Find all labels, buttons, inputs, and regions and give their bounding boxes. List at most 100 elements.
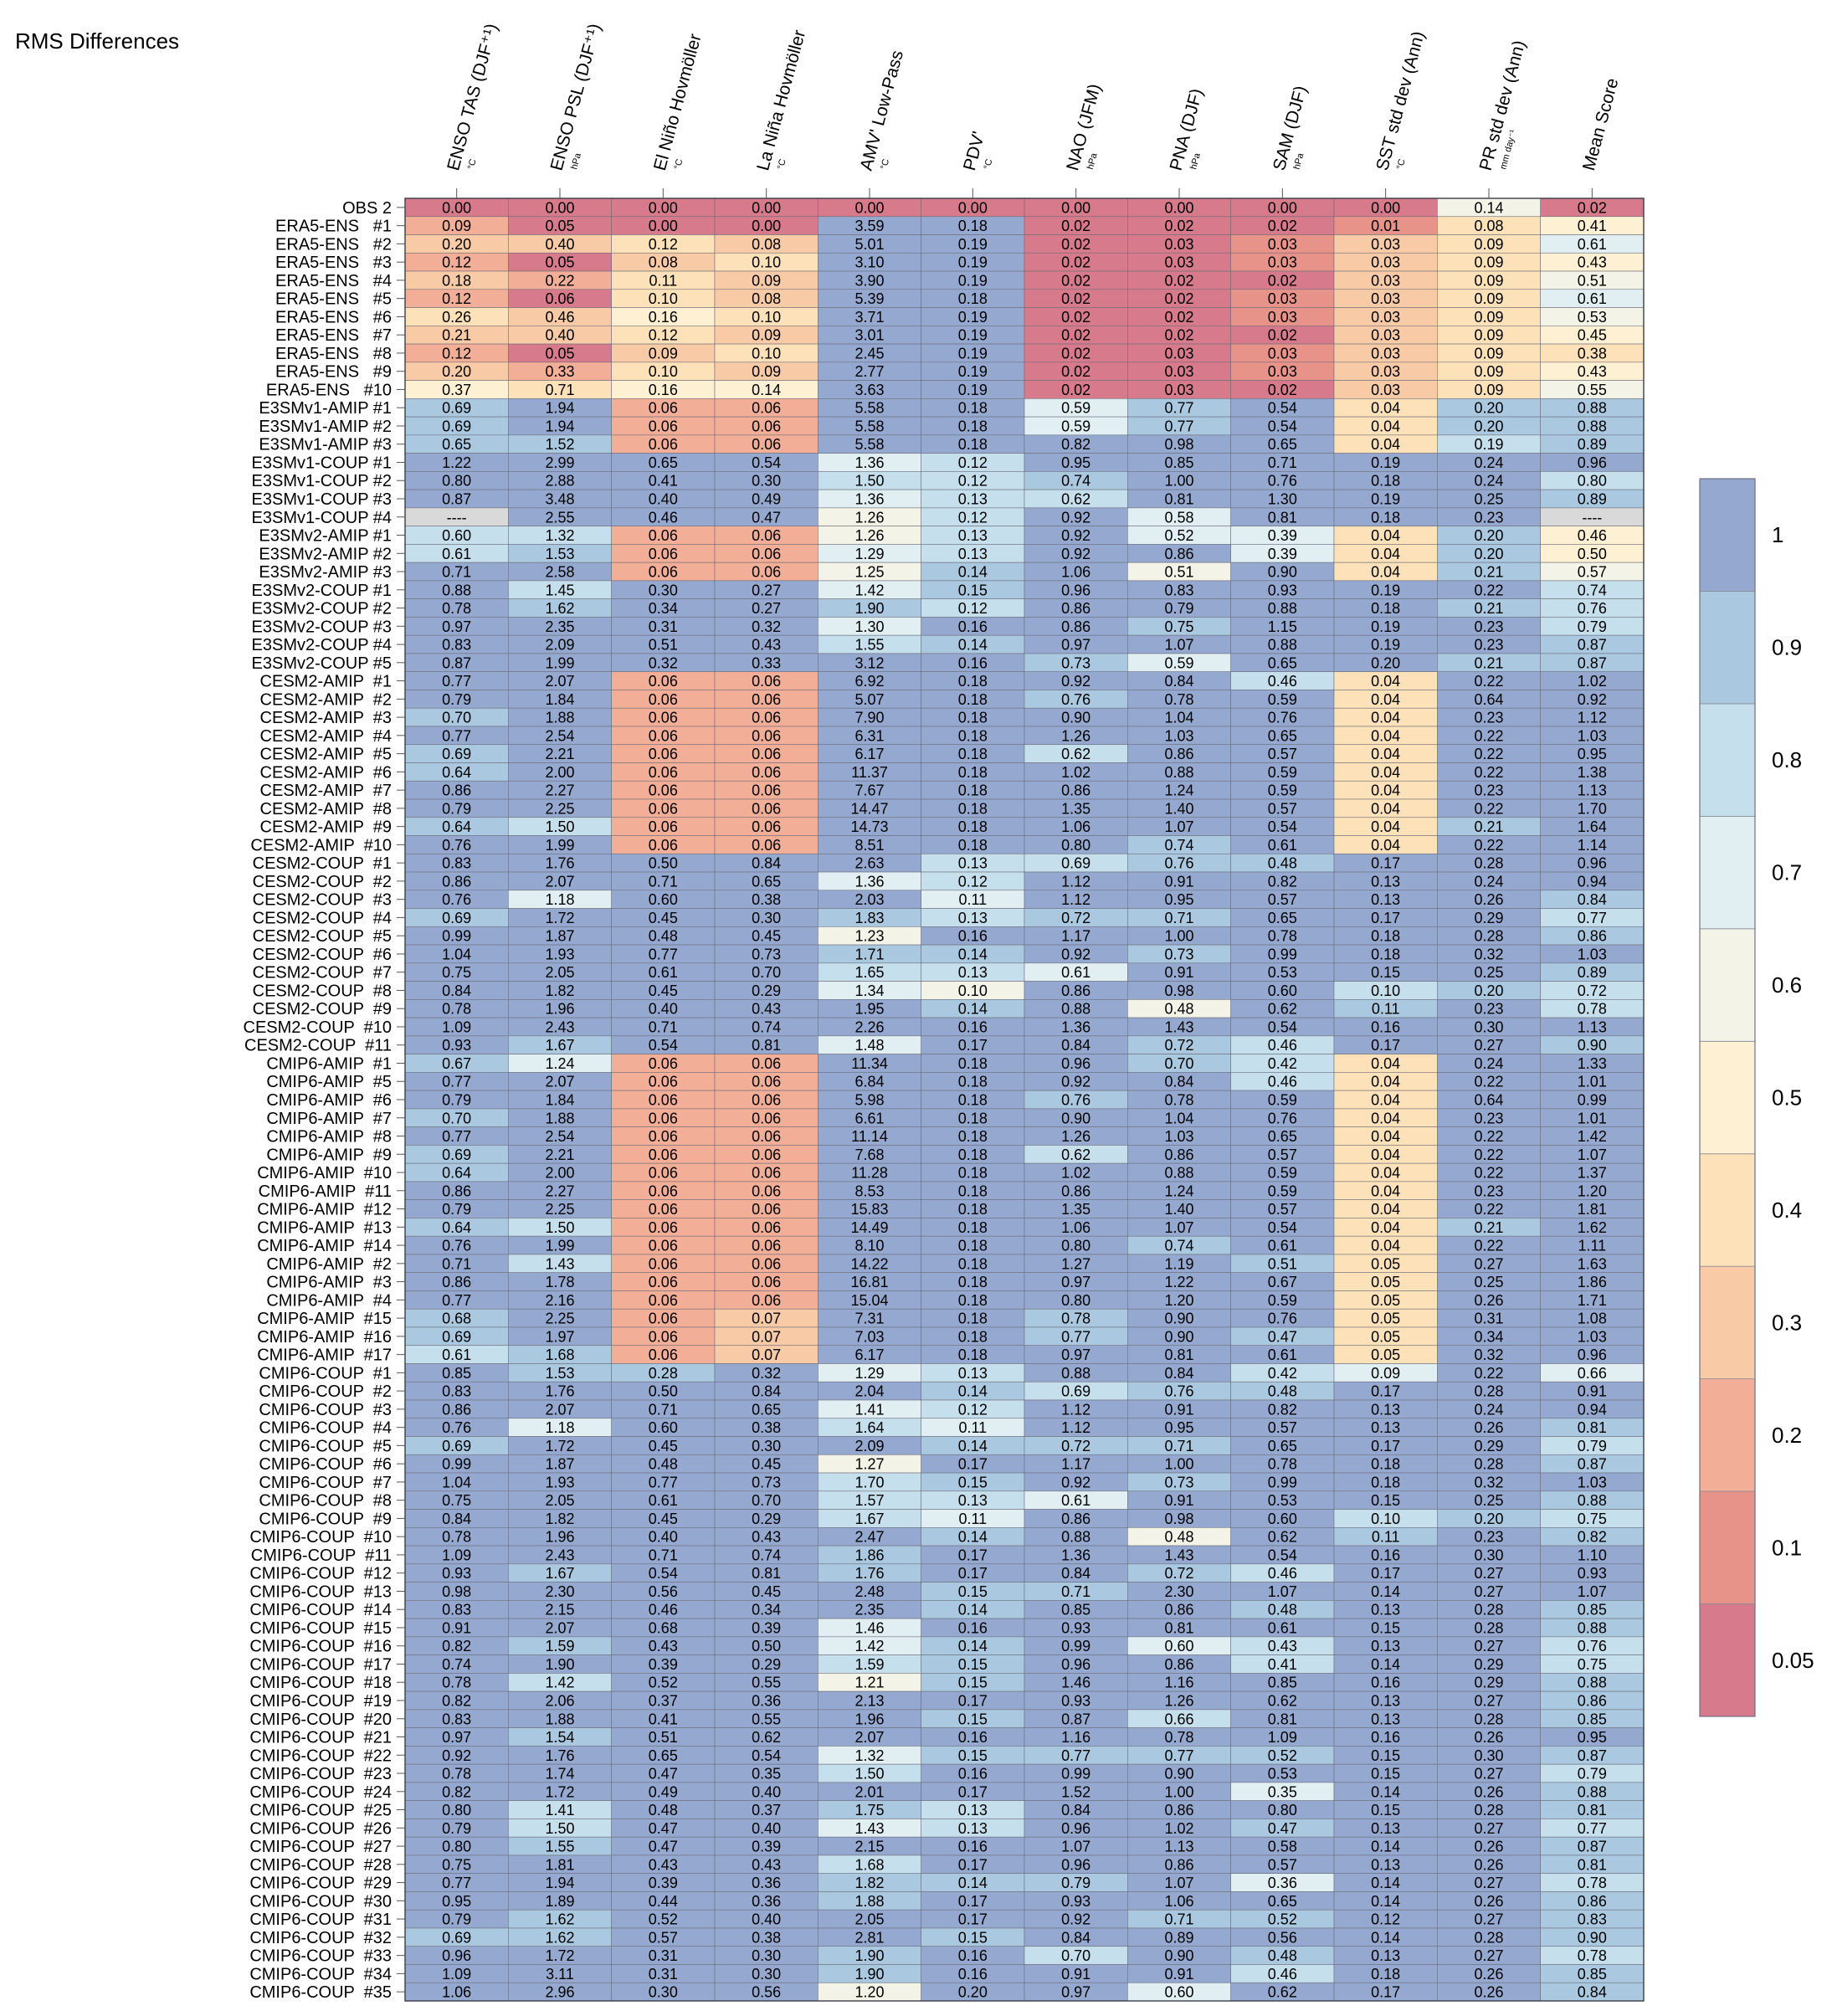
cell-value-label: 0.57 — [649, 1929, 678, 1946]
cell-value-label: 0.31 — [649, 618, 678, 635]
cell-value-label: 2.35 — [854, 1602, 884, 1618]
cell-value-label: 1.12 — [1061, 1401, 1090, 1418]
row-label: CMIP6-COUP #23 — [249, 1765, 392, 1783]
cell-value-label: 0.43 — [752, 1529, 781, 1546]
cell-value-label: 0.06 — [752, 764, 781, 781]
cell-value-label: 1.90 — [854, 1947, 884, 1964]
cell-value-label: 0.04 — [1371, 1110, 1400, 1126]
cell-value-label: 0.06 — [649, 837, 678, 854]
cell-value-label: 0.89 — [1164, 1929, 1193, 1946]
cell-value-label: 0.21 — [442, 327, 471, 344]
cell-value-label: 0.71 — [442, 1255, 471, 1272]
cell-value-label: 0.79 — [442, 1092, 471, 1109]
cell-value-label: 0.14 — [958, 946, 988, 962]
row-label: ERA5-ENS #7 — [275, 326, 392, 345]
cell-value-label: 0.09 — [1474, 382, 1503, 398]
cell-value-label: 0.71 — [1164, 910, 1193, 926]
cell-value-label: 0.74 — [1061, 473, 1090, 490]
cell-value-label: 7.31 — [854, 1311, 884, 1327]
row-label: CMIP6-AMIP #7 — [266, 1110, 392, 1128]
cell-value-label: 1.12 — [1061, 873, 1090, 890]
cell-value-label: 0.72 — [1578, 982, 1607, 999]
cell-value-label: 0.76 — [1578, 600, 1607, 617]
cell-value-label: 0.03 — [1371, 363, 1400, 380]
cell-value-label: 0.71 — [1164, 1438, 1193, 1454]
cell-value-label: 0.10 — [1371, 1511, 1400, 1527]
cell-value-label: 0.84 — [1061, 1565, 1090, 1582]
cell-value-label: 1.10 — [1578, 1547, 1607, 1563]
cell-value-label: 0.90 — [1578, 1037, 1607, 1054]
cell-value-label: 0.29 — [1474, 1656, 1503, 1673]
cell-value-label: 0.03 — [1268, 363, 1297, 380]
cell-value-label: 0.81 — [1578, 1419, 1607, 1436]
cell-value-label: 0.16 — [958, 1729, 988, 1746]
cell-value-label: 0.38 — [1578, 345, 1607, 362]
cell-value-label: 0.16 — [958, 928, 988, 945]
row-label: CMIP6-COUP #29 — [249, 1875, 392, 1893]
cell-value-label: 0.97 — [1061, 1274, 1090, 1290]
cell-value-label: 0.64 — [1474, 691, 1503, 708]
cell-value-label: 0.73 — [1061, 654, 1090, 671]
cell-value-label: 0.14 — [1371, 1583, 1400, 1600]
cell-value-label: 0.06 — [752, 1147, 781, 1163]
cell-value-label: 0.16 — [1371, 1675, 1400, 1691]
cell-value-label: 0.91 — [1164, 873, 1193, 890]
cell-value-label: 0.88 — [1061, 1529, 1090, 1546]
row-label: E3SMv1-COUP #3 — [252, 490, 392, 509]
cell-value-label: 0.47 — [1268, 1820, 1297, 1837]
cell-value-label: 1.68 — [545, 1347, 574, 1363]
cell-value-label: 0.40 — [649, 491, 678, 508]
cell-value-label: 0.18 — [958, 1238, 988, 1254]
cell-value-label: 1.36 — [1061, 1018, 1090, 1035]
cell-value-label: 0.93 — [442, 1037, 471, 1054]
row-label: CESM2-AMIP #7 — [260, 782, 392, 800]
cell-value-label: 0.69 — [442, 418, 471, 434]
cell-value-label: 0.04 — [1371, 1238, 1400, 1254]
cell-value-label: 1.88 — [545, 1110, 574, 1126]
cell-value-label: 8.10 — [854, 1238, 884, 1254]
cell-value-label: 0.58 — [1164, 509, 1193, 526]
row-label: E3SMv1-COUP #2 — [252, 472, 392, 490]
cell-value-label: 0.60 — [1164, 1984, 1193, 2001]
cell-value-label: 0.06 — [752, 1219, 781, 1236]
cell-value-label: 0.06 — [649, 1219, 678, 1236]
cell-value-label: 0.19 — [1371, 491, 1400, 508]
cell-value-label: 0.54 — [1268, 400, 1297, 417]
row-label: ERA5-ENS #5 — [275, 290, 392, 309]
cell-value-label: 1.90 — [854, 600, 884, 617]
colorbar-label: 0.4 — [1772, 1198, 1802, 1223]
cell-value-label: 0.26 — [1474, 1984, 1503, 2001]
cell-value-label: 0.61 — [1061, 1492, 1090, 1509]
cell-value-label: 0.02 — [1578, 199, 1607, 216]
cell-value-label: 0.03 — [1371, 327, 1400, 344]
cell-value-label: 0.50 — [649, 855, 678, 872]
cell-value-label: 0.16 — [958, 1966, 988, 1983]
cell-value-label: 0.12 — [958, 509, 988, 526]
cell-value-label: 0.81 — [1578, 1856, 1607, 1873]
cell-value-label: 0.68 — [649, 1619, 678, 1636]
cell-value-label: 0.18 — [958, 710, 988, 726]
cell-value-label: 0.11 — [1372, 1529, 1400, 1546]
cell-value-label: 0.14 — [958, 637, 988, 654]
cell-value-label: 2.77 — [854, 363, 884, 380]
cell-value-label: 1.34 — [854, 982, 884, 999]
cell-value-label: 0.12 — [442, 290, 471, 307]
cell-value-label: 0.45 — [649, 1511, 678, 1527]
cell-value-label: 0.13 — [958, 1492, 988, 1509]
row-label: CESM2-COUP #3 — [253, 891, 392, 910]
cell-value-label: 1.12 — [1061, 1419, 1090, 1436]
cell-value-label: 0.96 — [1061, 1820, 1090, 1837]
cell-value-label: 0.77 — [442, 1074, 471, 1090]
cell-value-label: 0.73 — [1164, 946, 1193, 962]
cell-value-label: 0.22 — [1474, 764, 1503, 781]
cell-value-label: 0.31 — [649, 1947, 678, 1964]
cell-value-label: 0.18 — [1371, 1474, 1400, 1490]
cell-value-label: 0.13 — [958, 910, 988, 926]
cell-value-label: 0.48 — [1268, 1383, 1297, 1400]
cell-value-label: 0.03 — [1371, 345, 1400, 362]
cell-value-label: 0.27 — [1474, 1037, 1503, 1054]
cell-value-label: 0.02 — [1061, 290, 1090, 307]
cell-value-label: 0.51 — [1268, 1255, 1297, 1272]
cell-value-label: 0.03 — [1371, 309, 1400, 326]
cell-value-label: 1.09 — [442, 1547, 471, 1563]
